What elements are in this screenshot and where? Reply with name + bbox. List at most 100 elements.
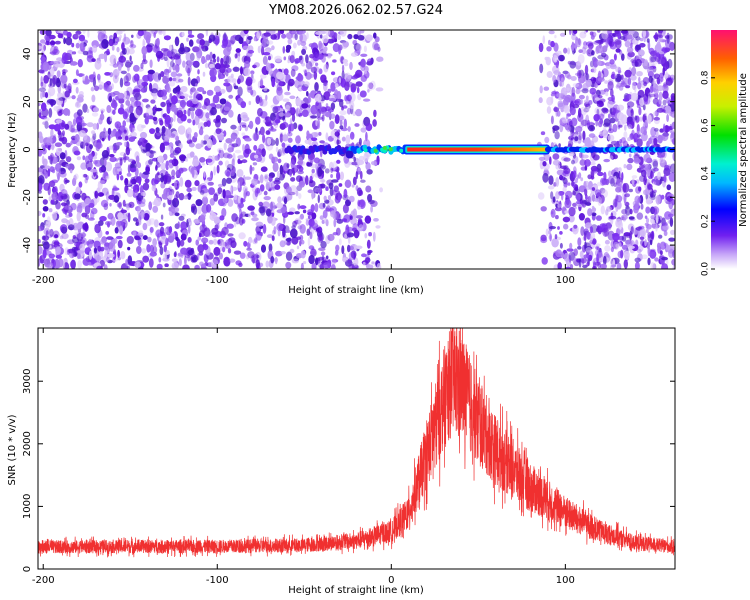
- spectrogram-noise-blob: [338, 238, 342, 246]
- spectrogram-noise-blob: [297, 203, 301, 210]
- spectrogram-noise-blob: [626, 46, 634, 54]
- spectrogram-noise-blob: [289, 169, 292, 177]
- spectrogram-noise-blob: [330, 32, 338, 37]
- spectrogram-noise-blob: [325, 219, 329, 227]
- spectrogram-noise-blob: [271, 78, 276, 88]
- spectrogram-noise-blob: [286, 193, 293, 201]
- spectrogram-noise-blob: [249, 152, 258, 161]
- spectrogram-noise-blob: [559, 242, 563, 249]
- spectrogram-noise-blob: [578, 213, 586, 221]
- spectrogram-noise-blob: [623, 259, 628, 269]
- spectrogram-noise-blob: [242, 114, 248, 119]
- spectrogram-noise-blob: [38, 112, 42, 118]
- spectrogram-noise-blob: [197, 244, 205, 253]
- spectrogram-noise-blob: [331, 167, 338, 172]
- spectrogram-noise-blob: [669, 217, 674, 227]
- spectrogram-noise-blob: [118, 97, 125, 104]
- spectrogram-noise-blob: [262, 55, 268, 65]
- spectrogram-noise-blob: [639, 228, 647, 238]
- spectrogram-noise-blob: [168, 191, 173, 196]
- spectrogram-noise-blob: [566, 248, 574, 252]
- spectrogram-noise-blob: [538, 42, 544, 53]
- spectrogram-noise-blob: [225, 55, 232, 65]
- spectrogram-noise-blob: [187, 118, 192, 124]
- spectrogram-noise-blob: [81, 212, 88, 218]
- spectrogram-noise-blob: [141, 81, 149, 87]
- spectrogram-noise-blob: [297, 225, 303, 230]
- spectrogram-noise-blob: [142, 222, 148, 231]
- spectrogram-noise-blob: [306, 32, 309, 40]
- spectrogram-noise-blob: [204, 98, 211, 106]
- spectrogram-noise-blob: [603, 171, 607, 181]
- spectrogram-noise-blob: [246, 83, 253, 93]
- spectrogram-noise-blob: [290, 177, 296, 182]
- spectrogram-noise-blob: [179, 154, 186, 161]
- spectrogram-noise-blob: [59, 183, 65, 192]
- spectrogram-noise-blob: [365, 131, 368, 142]
- spectrogram-noise-blob: [186, 100, 194, 107]
- spectrogram-noise-blob: [187, 218, 191, 223]
- spectrogram-noise-blob: [168, 77, 173, 82]
- spectrogram-noise-blob: [295, 135, 301, 144]
- spectrogram-noise-blob: [54, 234, 59, 239]
- spectrogram-noise-blob: [252, 64, 257, 69]
- spectrogram-noise-blob: [623, 131, 628, 139]
- spectrogram-noise-blob: [592, 266, 597, 269]
- spectrogram-noise-blob: [194, 115, 200, 126]
- spectrogram-noise-blob: [157, 233, 160, 242]
- spectrogram-noise-blob: [564, 199, 572, 209]
- spectrogram-noise-blob: [562, 216, 571, 223]
- spectrogram-noise-blob: [48, 107, 53, 118]
- spectrogram-noise-blob: [590, 34, 595, 40]
- spectrogram-noise-blob: [181, 32, 185, 37]
- spectrogram-noise-blob: [631, 175, 638, 179]
- spectrogram-noise-blob: [79, 243, 85, 251]
- spectrogram-noise-blob: [341, 64, 345, 73]
- spectrogram-noise-blob: [585, 247, 592, 253]
- spectrogram-noise-blob: [82, 223, 89, 231]
- spectrogram-noise-blob: [244, 60, 250, 69]
- carrier-blob: [363, 148, 368, 153]
- spectrogram-noise-blob: [633, 153, 641, 160]
- spectrogram-noise-blob: [636, 71, 643, 77]
- spectrogram-noise-blob: [243, 240, 248, 247]
- spectrogram-noise-blob: [567, 182, 571, 186]
- carrier-blob: [382, 149, 387, 154]
- spectrogram-noise-blob: [647, 61, 655, 67]
- spectrogram-noise-blob: [194, 83, 198, 87]
- spectrogram-noise-blob: [262, 134, 266, 143]
- spectrogram-noise-blob: [120, 175, 124, 181]
- spectrogram-noise-blob: [363, 98, 371, 102]
- spectrogram-noise-blob: [338, 77, 342, 84]
- spectrogram-noise-blob: [187, 237, 192, 243]
- spectrogram-noise-blob: [579, 198, 583, 205]
- spectrogram-noise-blob: [148, 150, 156, 154]
- spectrogram-noise-blob: [569, 242, 573, 250]
- spectrogram-noise-blob: [621, 244, 628, 250]
- spectrogram-noise-blob: [642, 30, 647, 38]
- spectrogram-noise-blob: [325, 111, 332, 118]
- spectrogram-noise-blob: [657, 99, 662, 108]
- spectrogram-noise-blob: [662, 99, 667, 106]
- spectrogram-noise-blob: [578, 131, 582, 141]
- carrier-blob: [373, 148, 378, 153]
- spectrogram-noise-blob: [554, 34, 557, 39]
- spectrogram-noise-blob: [256, 31, 261, 39]
- spectrogram-noise-blob: [354, 244, 358, 251]
- spectrogram-noise-blob: [620, 137, 626, 144]
- spectrogram-noise-blob: [637, 82, 642, 90]
- spectrogram-noise-blob: [584, 222, 593, 229]
- spectrogram-noise-blob: [666, 195, 673, 202]
- snr-background: [38, 328, 675, 569]
- spectrogram-noise-blob: [561, 191, 564, 201]
- spectrogram-noise-blob: [60, 192, 65, 196]
- spectrogram-noise-blob: [571, 117, 578, 127]
- spectrogram-noise-blob: [225, 67, 232, 73]
- spectrogram-noise-blob: [158, 241, 163, 249]
- spectrogram-noise-blob: [201, 56, 206, 64]
- spectrogram-noise-blob: [367, 249, 373, 254]
- spectrogram-noise-blob: [645, 206, 651, 214]
- spectrogram-noise-blob: [323, 46, 328, 52]
- spectrogram-noise-blob: [665, 258, 669, 266]
